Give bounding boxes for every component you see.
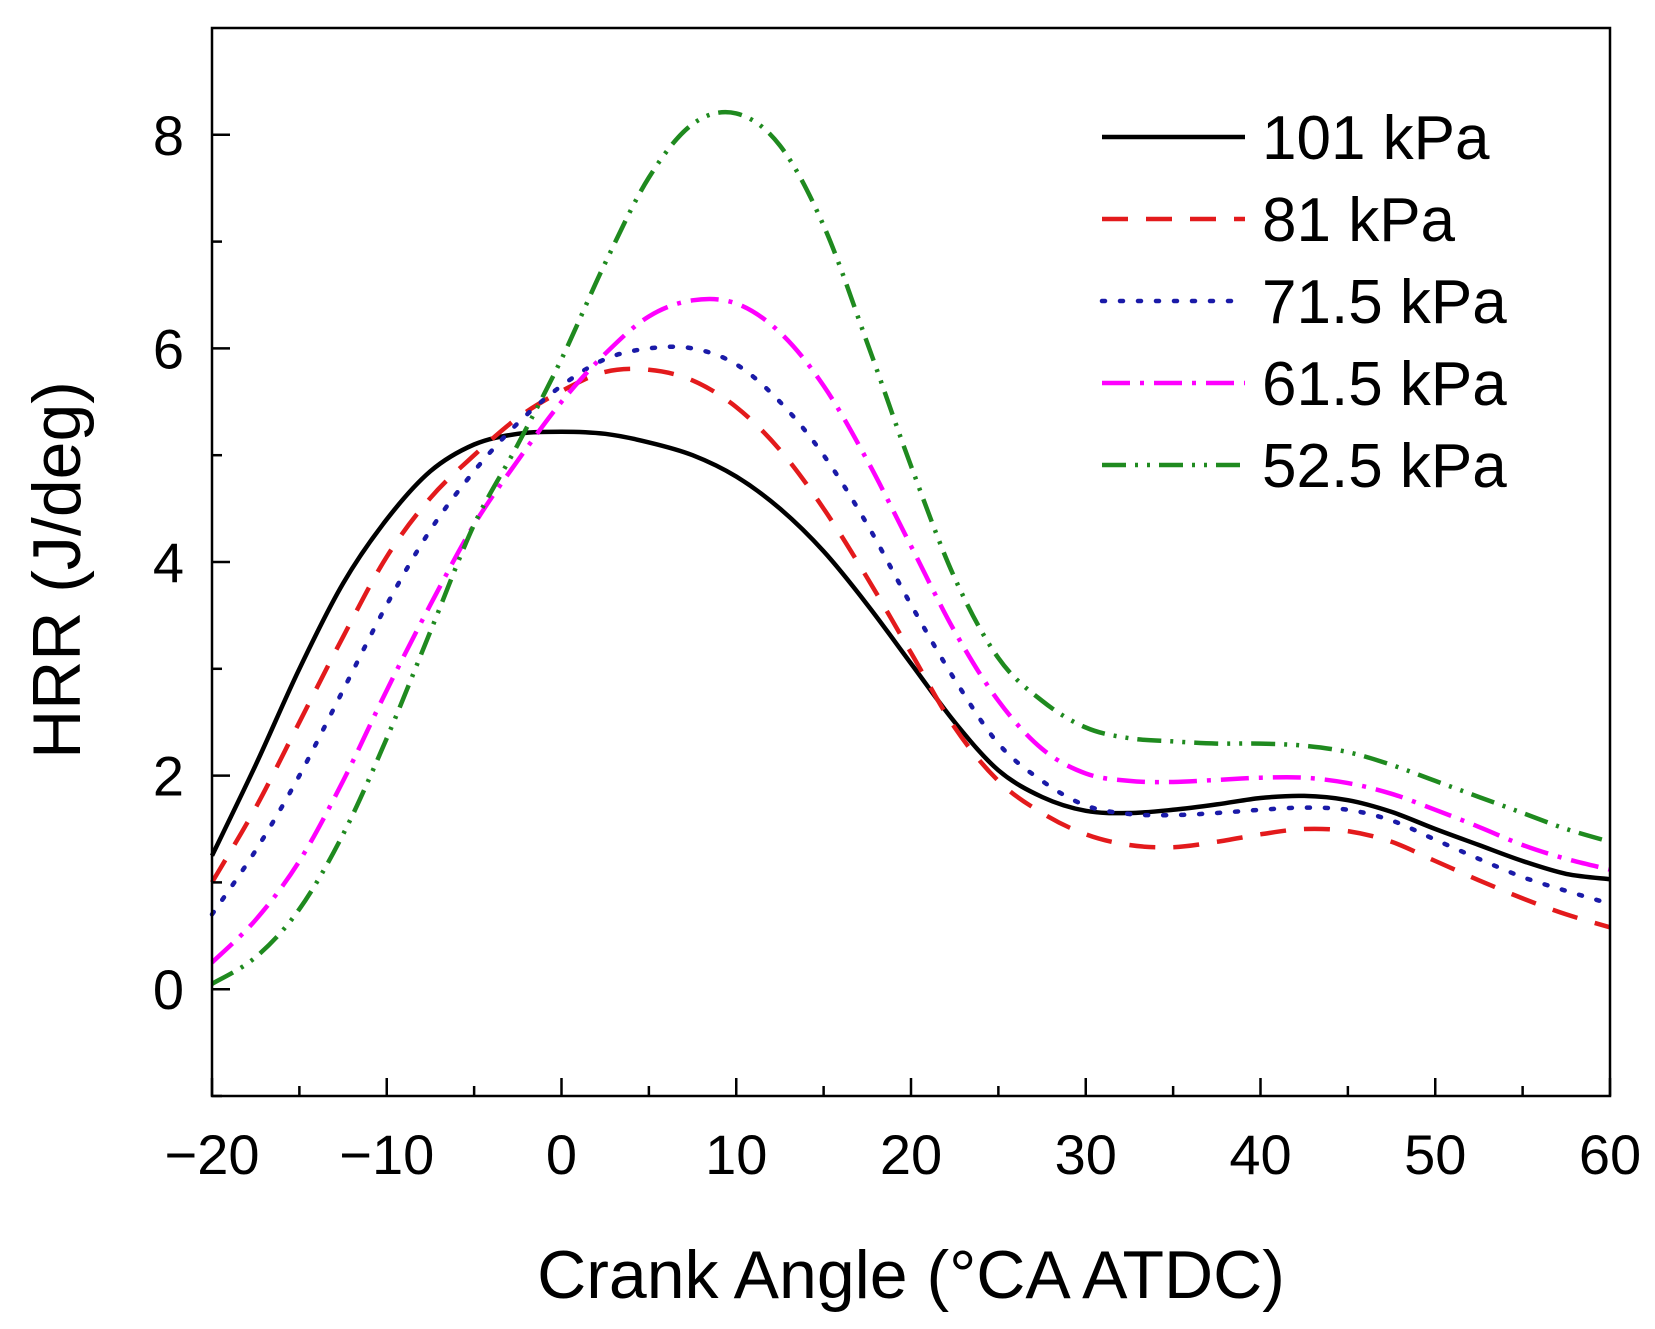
- series-line-5: [210, 109, 1611, 986]
- series-line-1: [209, 429, 1611, 882]
- x-axis: −20 −10 0 10 20 30 40 50 60: [165, 1078, 1641, 1186]
- legend-label-5: 52.5 kPa: [1262, 432, 1507, 501]
- x-tick-label: 30: [1055, 1123, 1117, 1186]
- legend-label-4: 61.5 kPa: [1262, 350, 1507, 419]
- plot-lines: [209, 109, 1613, 986]
- y-tick-label: 8: [153, 104, 184, 167]
- legend: 101 kPa 81 kPa 71.5 kPa 61.5 kPa 52.5 kPa: [1099, 104, 1507, 501]
- x-tick-label: 10: [705, 1123, 767, 1186]
- y-tick-label: 0: [153, 958, 184, 1021]
- x-tick-label: 0: [546, 1123, 577, 1186]
- y-tick-label: 4: [153, 531, 184, 594]
- legend-label-3: 71.5 kPa: [1262, 268, 1507, 337]
- series-line-4: [210, 296, 1611, 965]
- y-tick-label: 2: [153, 745, 184, 808]
- x-tick-label: −20: [165, 1123, 260, 1186]
- y-tick-label: 6: [153, 317, 184, 380]
- series-line-2: [210, 366, 1611, 930]
- x-axis-label: Crank Angle (°CA ATDC): [537, 1237, 1285, 1313]
- legend-label-2: 81 kPa: [1262, 186, 1456, 255]
- y-axis-label: HRR (J/deg): [19, 381, 95, 759]
- x-tick-label: −10: [339, 1123, 434, 1186]
- x-tick-label: 40: [1229, 1123, 1291, 1186]
- series-line-3: [209, 344, 1613, 917]
- y-axis: 0 2 4 6 8: [153, 104, 230, 1098]
- x-tick-label: 60: [1579, 1123, 1641, 1186]
- x-tick-label: 50: [1404, 1123, 1466, 1186]
- legend-label-1: 101 kPa: [1262, 104, 1490, 173]
- x-tick-label: 20: [880, 1123, 942, 1186]
